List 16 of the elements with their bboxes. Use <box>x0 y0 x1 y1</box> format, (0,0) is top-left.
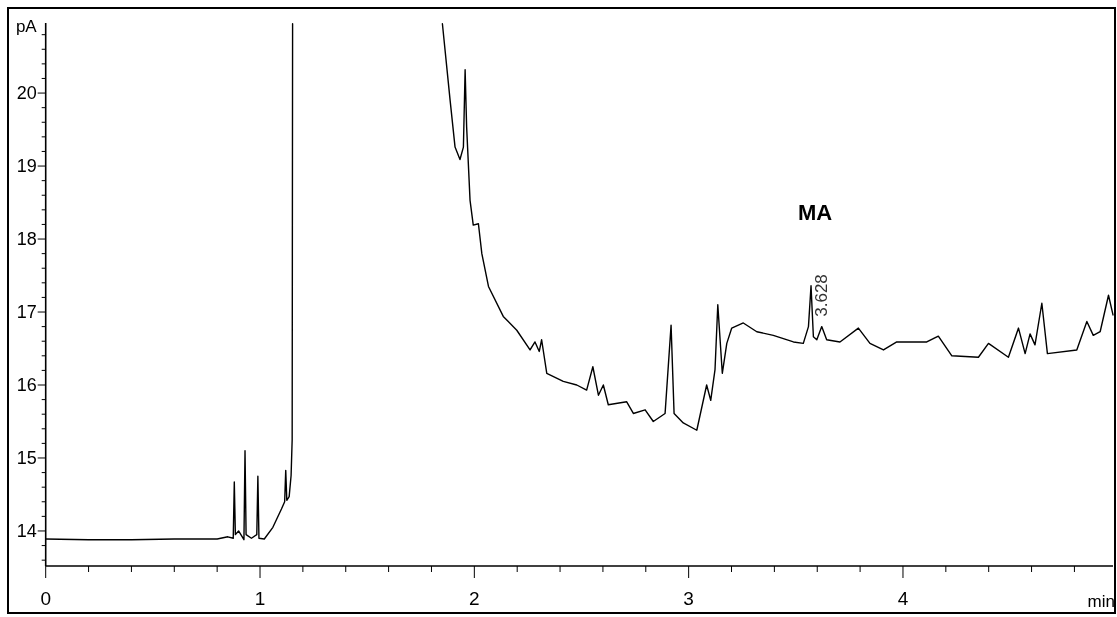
y-axis-title: pA <box>15 16 38 36</box>
y-tick-label: 20 <box>16 83 37 104</box>
x-tick-label: 3 <box>683 588 694 609</box>
annotation: 3.628 <box>811 274 831 317</box>
x-axis-title: min <box>1087 592 1115 611</box>
x-tick-label: 0 <box>40 588 51 609</box>
y-tick-label: 19 <box>16 156 37 177</box>
x-tick-label: 1 <box>254 588 266 609</box>
annotation: MA <box>797 199 833 225</box>
y-tick-label: 14 <box>16 521 37 542</box>
y-tick-label: 17 <box>16 302 37 323</box>
x-tick-label: 2 <box>469 588 480 609</box>
y-tick-label: 18 <box>16 229 37 250</box>
x-tick-label: 4 <box>897 588 909 609</box>
y-tick-label: 16 <box>16 375 37 396</box>
y-tick-label: 15 <box>16 448 37 469</box>
